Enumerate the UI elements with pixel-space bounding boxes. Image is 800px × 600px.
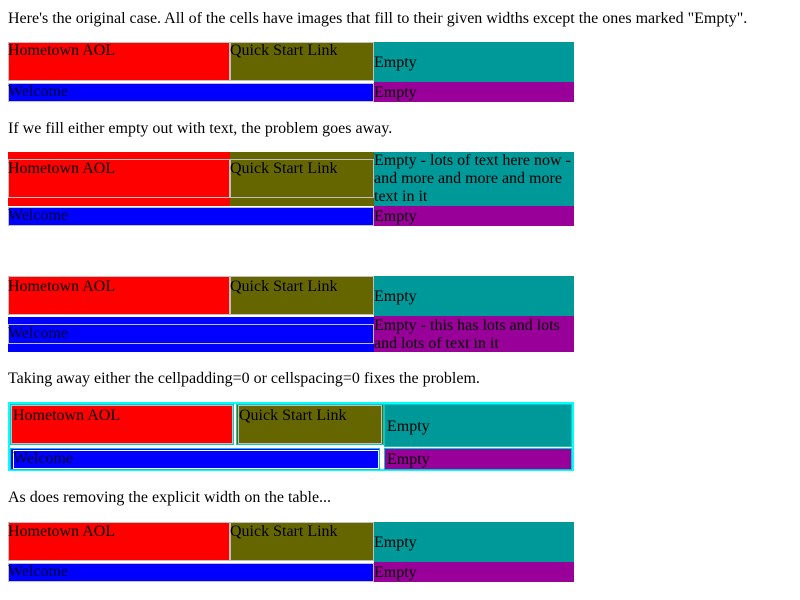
cell-welcome: Welcome (8, 317, 374, 352)
cell-label: Empty (374, 208, 417, 225)
cell-empty-bottom: Empty (374, 206, 574, 226)
cell-label: Welcome (8, 83, 69, 100)
cell-quick-start-link: Quick Start Link (230, 42, 374, 81)
quick-start-image (230, 42, 374, 81)
cell-label: Quick Start Link (230, 523, 338, 540)
cell-welcome: Welcome (8, 83, 374, 102)
cell-hometown-aol: Hometown AOL (8, 42, 230, 81)
cell-label: Welcome (13, 450, 74, 467)
cell-empty-bottom: Empty (384, 448, 572, 470)
welcome-image (13, 450, 379, 469)
cell-quick-start-link: Quick Start Link (236, 404, 384, 445)
cell-label: Welcome (8, 563, 69, 580)
cell-welcome: Welcome (8, 207, 374, 226)
cell-label: Empty (374, 288, 417, 305)
cell-hometown-aol: Hometown AOL (8, 522, 230, 561)
cell-label: Empty (374, 534, 417, 551)
cell-label: Hometown AOL (13, 407, 121, 424)
cell-hometown-aol: Hometown AOL (8, 276, 230, 315)
hometown-image (8, 522, 230, 561)
cellpadding-paragraph: Taking away either the cellpadding=0 or … (8, 370, 480, 387)
cell-label: Quick Start Link (230, 278, 338, 295)
hometown-image (8, 159, 230, 198)
cell-label: Empty - this has lots and lots and lots … (374, 317, 560, 352)
cell-empty-top: Empty (374, 522, 574, 562)
cell-quick-start-link: Quick Start Link (230, 276, 374, 315)
cell-label: Hometown AOL (8, 523, 116, 540)
cell-empty-long-text: Empty - lots of text here now - and more… (374, 152, 574, 206)
quick-start-image (230, 276, 374, 315)
welcome-image (8, 207, 374, 226)
cell-quick-start-link: Quick Start Link (230, 152, 374, 206)
cell-label: Empty (374, 564, 417, 581)
cell-hometown-aol: Hometown AOL (10, 404, 234, 445)
hometown-image (8, 42, 230, 81)
cell-label: Hometown AOL (8, 160, 116, 177)
cell-label: Empty (387, 451, 430, 468)
cell-label: Welcome (8, 207, 69, 224)
cell-label: Hometown AOL (8, 278, 116, 295)
welcome-image (8, 563, 374, 582)
hometown-image (8, 276, 230, 315)
cell-label: Empty (374, 84, 417, 101)
cell-label: Hometown AOL (8, 42, 116, 59)
cell-welcome: Welcome (10, 448, 380, 470)
table-outer-border (8, 402, 574, 471)
explicit-width-paragraph: As does removing the explicit width on t… (8, 489, 332, 506)
quick-start-image (238, 405, 382, 444)
cell-empty-top: Empty (374, 276, 574, 316)
cell-quick-start-link: Quick Start Link (230, 522, 374, 561)
quick-start-image (230, 159, 374, 198)
cell-empty-bottom: Empty (374, 82, 574, 102)
cell-label: Empty (374, 54, 417, 71)
cell-label: Empty - lots of text here now - and more… (374, 152, 571, 205)
cell-label: Quick Start Link (239, 407, 347, 424)
cell-empty-bottom: Empty (374, 562, 574, 582)
cell-label: Quick Start Link (230, 42, 338, 59)
cell-label: Quick Start Link (230, 160, 338, 177)
fill-empty-paragraph: If we fill either empty out with text, t… (8, 120, 393, 137)
cell-hometown-aol: Hometown AOL (8, 152, 230, 206)
welcome-image (8, 324, 374, 344)
quick-start-image (230, 522, 374, 561)
cell-empty-top: Empty (384, 404, 572, 447)
welcome-image (8, 83, 374, 102)
cell-empty-long-text: Empty - this has lots and lots and lots … (374, 316, 574, 352)
intro-paragraph: Here's the original case. All of the cel… (8, 10, 748, 27)
cell-empty-top: Empty (374, 42, 574, 82)
cell-label: Welcome (8, 325, 69, 342)
cell-label: Empty (387, 418, 430, 435)
hometown-image (11, 405, 233, 444)
cell-welcome: Welcome (8, 563, 374, 582)
